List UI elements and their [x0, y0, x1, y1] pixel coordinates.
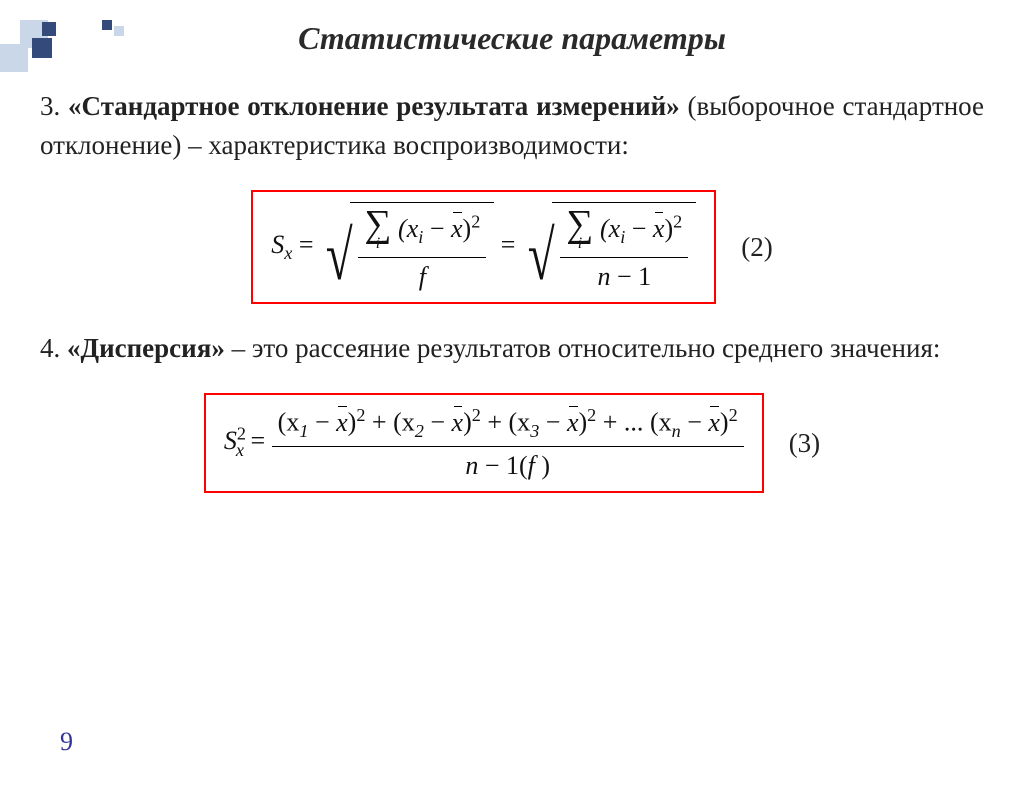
slide-title: Статистические параметры [0, 20, 1024, 57]
formula-3-row: S2x = (x1 − x)2 + (x2 − x)2 + (x3 − x)2 … [0, 393, 1024, 493]
item-number: 4. [40, 333, 60, 363]
page-number: 9 [60, 727, 73, 757]
paragraph-3: 3. «Стандартное отклонение результата из… [0, 87, 1024, 165]
formula-2-row: Sx = √ ∑i (xi − x)2 f = √ [0, 190, 1024, 304]
item-number: 3. [40, 91, 60, 121]
paragraph-4: 4. «Дисперсия» – это рассеяние результат… [0, 329, 1024, 368]
equation-number-2: (2) [741, 232, 772, 263]
term-bold: «Дисперсия» [67, 333, 225, 363]
formula-3-box: S2x = (x1 − x)2 + (x2 − x)2 + (x3 − x)2 … [204, 393, 764, 493]
corner-decoration [0, 20, 140, 80]
formula-2-box: Sx = √ ∑i (xi − x)2 f = √ [251, 190, 716, 304]
formula-3: S2x = (x1 − x)2 + (x2 − x)2 + (x3 − x)2 … [224, 426, 744, 455]
equation-number-3: (3) [789, 428, 820, 459]
item-rest: – это рассеяние результатов относительно… [225, 333, 941, 363]
formula-2: Sx = √ ∑i (xi − x)2 f = √ [271, 230, 696, 259]
term-bold: «Стандартное отклонение результата измер… [68, 91, 680, 121]
